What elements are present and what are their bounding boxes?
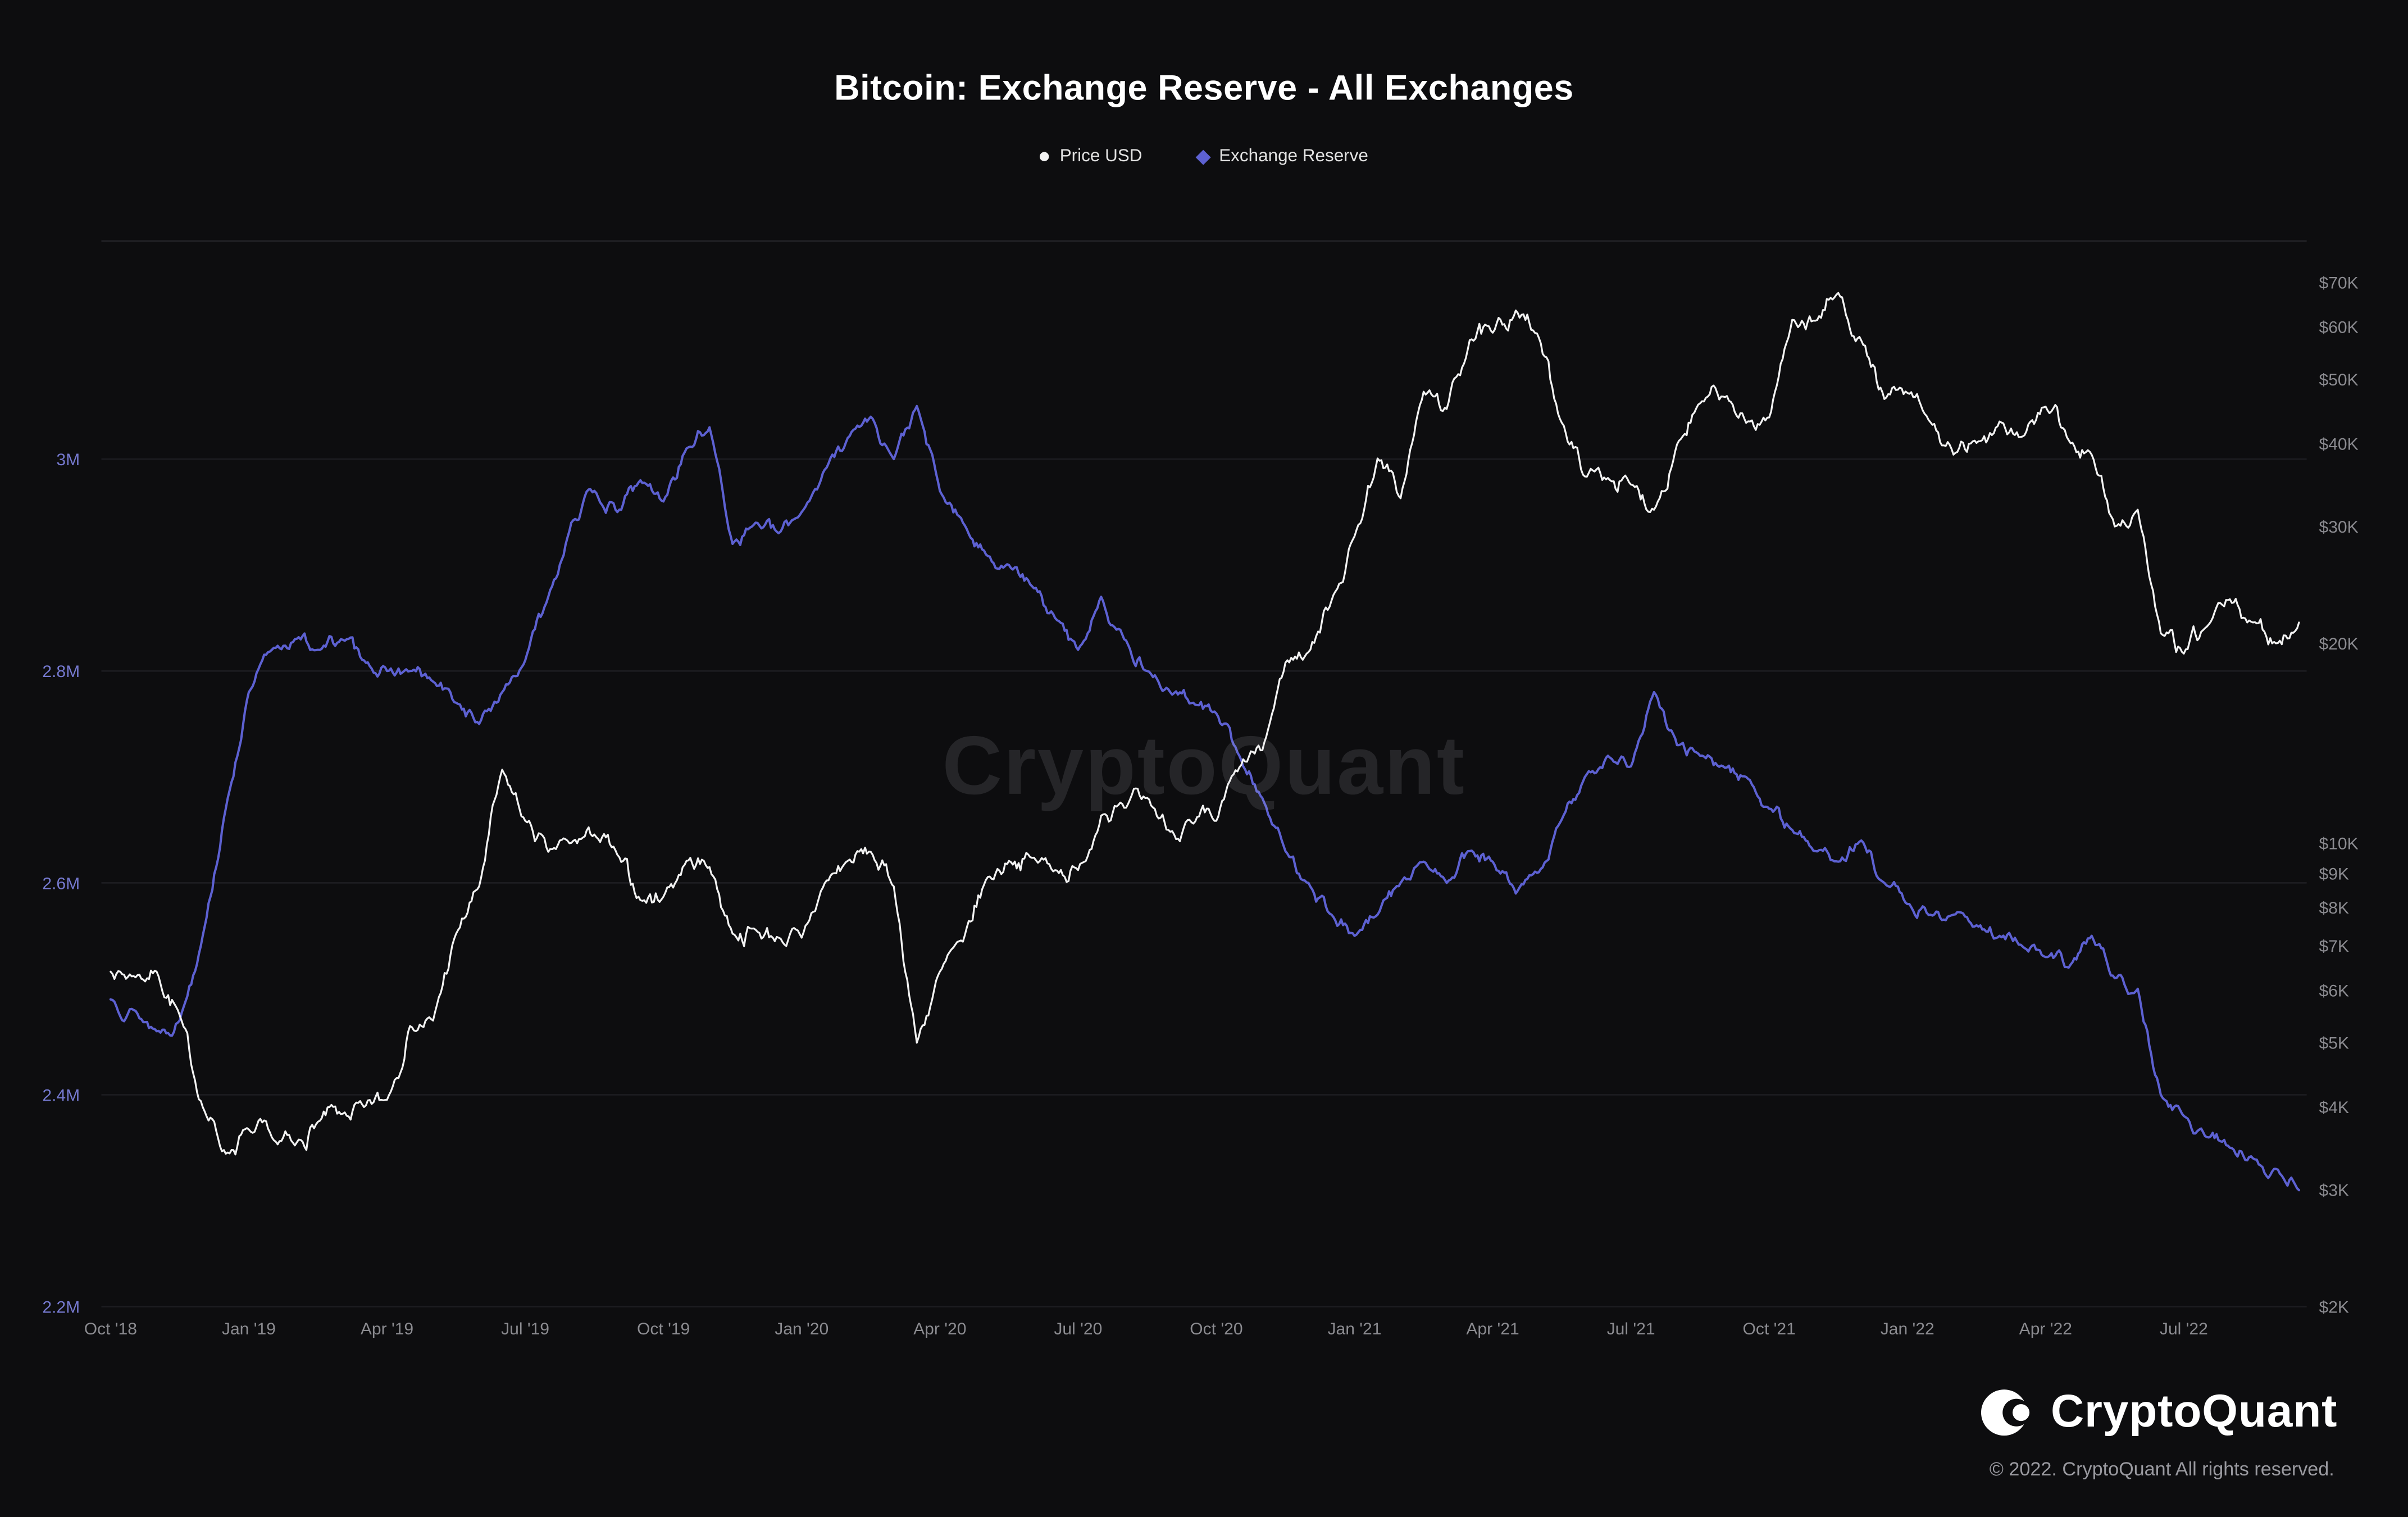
legend-label-price-usd: Price USD (1059, 147, 1142, 166)
y-axis-right-label: $60K (2319, 319, 2358, 337)
x-axis-label: Jan '20 (775, 1320, 829, 1338)
x-axis-label: Oct '21 (1743, 1320, 1796, 1338)
x-axis-label: Oct '18 (84, 1320, 137, 1338)
y-axis-right-label: $4K (2319, 1098, 2348, 1117)
y-axis-right-label: $20K (2319, 635, 2358, 653)
legend-item-exchange-reserve[interactable]: Exchange Reserve (1195, 147, 1368, 166)
x-axis-label: Apr '20 (913, 1320, 966, 1338)
y-axis-right-label: $5K (2319, 1034, 2348, 1053)
y-axis-right-label: $30K (2319, 518, 2358, 537)
price-usd-line (110, 292, 2300, 1156)
x-axis-label: Apr '22 (2019, 1320, 2072, 1338)
y-axis-right-label: $10K (2319, 834, 2358, 853)
x-axis-label: Jan '21 (1327, 1320, 1381, 1338)
exchange-reserve-line (109, 405, 2300, 1192)
x-axis-label: Apr '19 (361, 1320, 413, 1338)
y-axis-right-label: $70K (2319, 274, 2358, 293)
y-axis-right-label: $40K (2319, 435, 2358, 454)
x-axis-label: Jul '22 (2160, 1320, 2208, 1338)
chart-legend: Price USD Exchange Reserve (0, 147, 2408, 166)
x-axis-label: Oct '19 (637, 1320, 690, 1338)
x-axis-label: Oct '20 (1190, 1320, 1242, 1338)
chart-title: Bitcoin: Exchange Reserve - All Exchange… (834, 67, 1574, 108)
x-axis-label: Jul '19 (501, 1320, 549, 1338)
copyright-text: © 2022. CryptoQuant All rights reserved. (1989, 1459, 2334, 1480)
brand-footer: CryptoQuant (1977, 1383, 2338, 1442)
x-axis-label: Jan '22 (1881, 1320, 1934, 1338)
y-axis-right-label: $50K (2319, 371, 2358, 389)
y-axis-left-label: 3M (56, 451, 80, 469)
brand-wordmark: CryptoQuant (2051, 1386, 2338, 1437)
x-axis-label: Jan '19 (222, 1320, 276, 1338)
y-axis-right-label: $3K (2319, 1182, 2348, 1200)
x-axis-label: Apr '21 (1466, 1320, 1519, 1338)
y-axis-right-label: $2K (2319, 1298, 2348, 1317)
y-axis-left-label: 2.4M (42, 1086, 80, 1105)
y-axis-right-label: $8K (2319, 899, 2348, 918)
y-axis-right-label: $7K (2319, 937, 2348, 956)
y-axis-left-label: 2.8M (42, 662, 80, 681)
y-axis-right-label: $6K (2319, 982, 2348, 1000)
y-axis-right-label: $9K (2319, 865, 2348, 883)
cryptoquant-logo-icon (1981, 1389, 2031, 1436)
y-axis-left-label: 2.2M (42, 1298, 80, 1317)
x-axis-label: Jul '20 (1054, 1320, 1102, 1338)
legend-label-exchange-reserve: Exchange Reserve (1219, 147, 1368, 166)
y-axis-left-label: 2.6M (42, 874, 80, 893)
legend-item-price-usd[interactable]: Price USD (1040, 147, 1142, 166)
price-dot-icon (1040, 152, 1049, 161)
x-axis-label: Jul '21 (1607, 1320, 1655, 1338)
